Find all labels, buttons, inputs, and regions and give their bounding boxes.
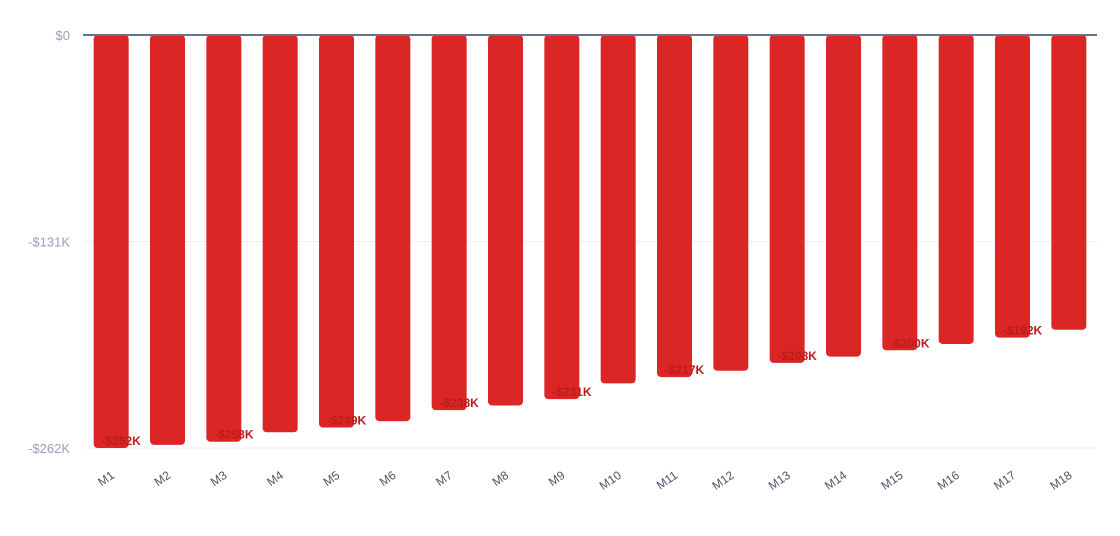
data-label: -$208K [777, 349, 817, 363]
x-tick-label: M14 [822, 468, 849, 493]
bar-m11[interactable] [657, 35, 692, 378]
bar-m3[interactable] [206, 35, 242, 442]
data-labels: -$262K -$258K -$249K -$238K -$231K -$217K -$20… [101, 324, 1042, 448]
x-axis-tick-labels: M1 M2 M3 M4 M5 M6 M7 M8 M9 M10 M11 M12 M13 M14 M15 M16 M… [95, 468, 1075, 493]
bar-m16[interactable] [938, 35, 974, 344]
y-axis-tick-labels: $0 -$131K -$262K [28, 28, 70, 456]
y-tick-label: $0 [56, 28, 70, 43]
bar-m2[interactable] [150, 35, 185, 445]
bar-m14[interactable] [826, 35, 861, 357]
x-tick-label: M7 [433, 468, 455, 489]
bar-m1[interactable] [93, 35, 129, 448]
x-tick-label: M4 [264, 468, 286, 489]
x-tick-label: M2 [152, 468, 174, 489]
y-tick-label: -$262K [28, 441, 70, 456]
bar-m18[interactable] [1051, 35, 1087, 330]
bar-m13[interactable] [769, 35, 805, 363]
x-tick-label: M16 [935, 468, 962, 493]
data-label: -$262K [101, 434, 141, 448]
bar-m7[interactable] [431, 35, 467, 411]
bar-m4[interactable] [262, 35, 298, 433]
data-label: -$238K [439, 396, 479, 410]
x-tick-label: M13 [766, 468, 793, 493]
x-tick-label: M10 [597, 468, 624, 493]
x-tick-label: M8 [490, 468, 512, 489]
x-tick-label: M1 [95, 468, 117, 489]
x-tick-label: M17 [991, 468, 1018, 493]
data-label: -$217K [665, 363, 705, 377]
bar-m6[interactable] [375, 35, 411, 422]
x-tick-label: M11 [654, 468, 681, 493]
data-label: -$231K [552, 385, 592, 399]
bar-m9[interactable] [544, 35, 580, 400]
x-tick-label: M9 [546, 468, 568, 489]
data-label: -$200K [890, 336, 930, 350]
data-label: -$258K [214, 428, 254, 442]
x-tick-label: M12 [709, 468, 736, 493]
x-tick-label: M18 [1047, 468, 1074, 493]
data-label: -$192K [1003, 324, 1043, 338]
bar-m8[interactable] [488, 35, 523, 406]
y-tick-label: -$131K [28, 235, 70, 250]
data-label: -$249K [327, 414, 367, 428]
bar-m15[interactable] [882, 35, 918, 351]
bar-m10[interactable] [600, 35, 636, 384]
bar-m17[interactable] [995, 35, 1030, 338]
x-tick-label: M5 [321, 468, 343, 489]
bars-layer [93, 35, 1087, 448]
x-tick-label: M3 [208, 468, 230, 489]
grid-layer [83, 241, 1097, 449]
bar-m12[interactable] [713, 35, 749, 371]
x-tick-label: M6 [377, 468, 399, 489]
bar-m5[interactable] [319, 35, 354, 428]
x-tick-label: M15 [878, 468, 905, 493]
